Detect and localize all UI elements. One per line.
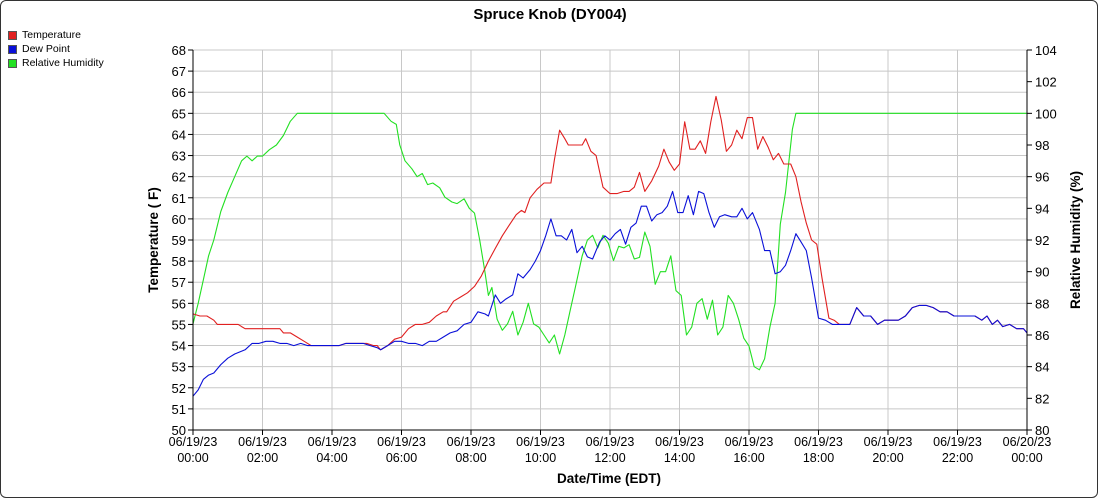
y2-tick-label: 86 [1035,328,1049,343]
legend-label-dew-point: Dew Point [22,43,70,55]
x-tick-label-time: 22:00 [942,451,973,465]
y2-tick-label: 88 [1035,296,1049,311]
y-tick-label: 64 [172,127,186,142]
y2-tick-label: 98 [1035,138,1049,153]
legend-label-relative-humidity: Relative Humidity [22,57,104,69]
x-tick-label-date: 06/19/23 [933,435,982,449]
y-tick-label: 54 [172,339,186,354]
x-tick-label-date: 06/19/23 [725,435,774,449]
y-tick-label: 62 [172,170,186,185]
y2-tick-label: 104 [1035,43,1057,58]
legend-item-dew-point: Dew Point [8,42,104,56]
y-tick-label: 53 [172,360,186,375]
chart-title: Spruce Knob (DY004) [473,6,626,23]
y-tick-label: 68 [172,43,186,58]
y-tick-label: 56 [172,296,186,311]
x-tick-label-date: 06/19/23 [864,435,913,449]
y-tick-label: 55 [172,317,186,332]
y-tick-label: 59 [172,233,186,248]
y2-axis-label: Relative Humidity (%) [1068,171,1083,309]
y2-tick-label: 80 [1035,423,1049,438]
x-tick-label-time: 18:00 [803,451,834,465]
y2-tick-label: 84 [1035,360,1049,375]
axes: 50 51 52 53 54 55 56 57 58 59 60 61 62 63 64 65 66 67 68 80… [169,43,1057,465]
y2-tick-label: 102 [1035,75,1057,90]
legend: Temperature Dew Point Relative Humidity [8,28,104,70]
legend-item-temperature: Temperature [8,28,104,42]
series-line-relative-humidity [192,112,1027,371]
y2-tick-label: 100 [1035,106,1057,121]
x-tick-label-time: 00:00 [177,451,208,465]
legend-label-temperature: Temperature [22,29,81,41]
x-tick-label-time: 00:00 [1011,451,1042,465]
y-tick-label: 60 [172,212,186,227]
y2-tick-label: 90 [1035,265,1049,280]
y-tick-label: 67 [172,64,186,79]
x-tick-label-time: 20:00 [872,451,903,465]
x-tick-label-date: 06/20/23 [1003,435,1052,449]
legend-item-relative-humidity: Relative Humidity [8,56,104,70]
x-tick-label-date: 06/19/23 [655,435,704,449]
x-tick-label-date: 06/19/23 [447,435,496,449]
x-tick-label-time: 04:00 [316,451,347,465]
x-tick-label-date: 06/19/23 [794,435,843,449]
legend-swatch-temperature [8,30,17,40]
y-tick-label: 66 [172,85,186,100]
x-tick-label-date: 06/19/23 [308,435,357,449]
series-layer [192,95,1028,397]
x-tick-label-date: 06/19/23 [586,435,635,449]
x-tick-label-time: 16:00 [733,451,764,465]
y-tick-label: 52 [172,381,186,396]
x-tick-label-time: 06:00 [386,451,417,465]
x-axis-label: Date/Time (EDT) [557,471,661,486]
x-tick-label-time: 08:00 [455,451,486,465]
y2-tick-label: 92 [1035,233,1049,248]
x-tick-label-time: 12:00 [594,451,625,465]
x-tick-label-date: 06/19/23 [516,435,565,449]
x-tick-label-date: 06/19/23 [377,435,426,449]
y-tick-label: 50 [172,423,186,438]
x-tick-label-time: 14:00 [664,451,695,465]
y-tick-label: 63 [172,149,186,164]
y-tick-label: 57 [172,275,186,290]
x-tick-label-time: 10:00 [525,451,556,465]
x-tick-label-date: 06/19/23 [238,435,287,449]
y-tick-label: 58 [172,254,186,269]
legend-swatch-relative-humidity [8,58,17,68]
y2-tick-label: 82 [1035,391,1049,406]
series-line-dew-point [192,190,1028,397]
y-tick-label: 51 [172,402,186,417]
x-tick-label-time: 02:00 [247,451,278,465]
y2-tick-label: 94 [1035,201,1049,216]
legend-swatch-dew-point [8,44,17,54]
y-tick-label: 65 [172,106,186,121]
y-axis-label: Temperature ( F) [146,187,161,293]
y2-tick-label: 96 [1035,170,1049,185]
x-tick-label-date: 06/19/23 [169,435,218,449]
y-tick-label: 61 [172,191,186,206]
